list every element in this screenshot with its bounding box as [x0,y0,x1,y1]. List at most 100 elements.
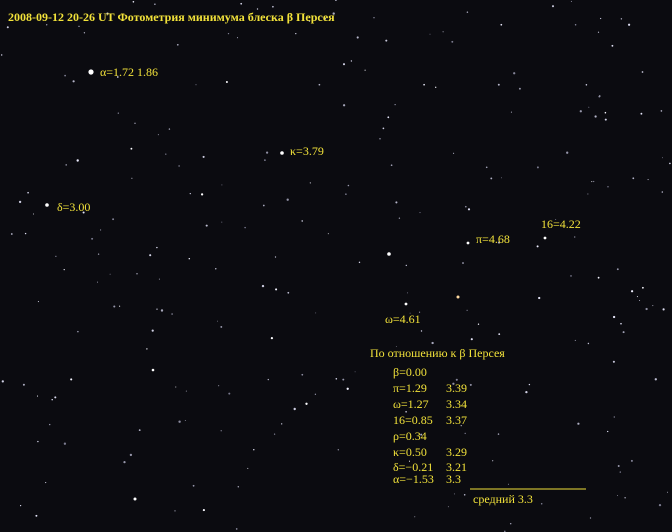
row-value: 3.34 [446,397,467,411]
star [64,269,65,270]
star [113,305,115,307]
star [228,33,229,34]
star [498,433,499,434]
star [263,205,265,207]
star [348,185,350,187]
star [465,206,467,208]
star [131,178,132,179]
star [20,505,21,506]
star [373,17,374,18]
star [88,69,93,74]
star [215,268,216,269]
star [221,184,222,185]
star [64,443,66,445]
star [464,494,466,496]
star [667,492,668,493]
star [577,423,579,425]
row-label: κ=0.50 [393,445,427,459]
star [552,5,554,7]
star [336,378,338,380]
star [46,24,47,25]
star-label: π=4.68 [476,232,510,246]
star [640,113,642,115]
table-title: По отношению к β Персея [370,346,505,360]
star [315,394,316,395]
star [591,181,592,182]
star [112,218,114,220]
star [310,182,311,183]
star [203,156,205,158]
row-label: ρ=0.34 [393,429,427,443]
star [570,275,572,277]
star [221,430,222,431]
star [490,177,492,179]
star [623,331,625,333]
row-value: 3.37 [446,413,467,427]
star [45,203,49,207]
star [196,84,197,85]
star [379,138,381,140]
star [435,87,436,88]
star [77,331,79,333]
star [355,371,356,372]
star [613,361,615,363]
star [471,338,473,340]
star [580,110,582,112]
star-label: ω=4.61 [385,312,421,326]
star [51,399,52,400]
row-label: β=0.00 [393,365,427,379]
sky [0,0,672,532]
star [359,262,360,263]
star [525,391,527,393]
star [247,468,248,469]
star [27,192,29,194]
star [365,70,366,71]
star [73,80,75,82]
star [600,18,601,19]
star [498,333,500,335]
star [133,1,135,3]
star [605,112,607,114]
star [639,300,640,301]
star [190,193,191,194]
star-label: δ=3.00 [57,200,90,214]
star [607,186,608,187]
star [443,31,444,32]
star [662,157,663,158]
star [201,193,203,195]
star [614,416,615,417]
star [177,44,179,46]
star [421,330,422,331]
star [91,238,93,240]
star [220,326,222,328]
star [178,421,180,423]
star [351,60,352,61]
star [343,63,345,65]
star [301,220,302,221]
star [175,387,176,388]
star [268,379,269,380]
star [407,292,408,293]
star [11,233,13,235]
star [598,96,600,98]
star [628,24,630,26]
page: 2008-09-12 20-26 UT Фотометрия минимума … [0,0,672,532]
row-label: π=1.29 [393,381,427,395]
star [345,193,347,195]
star [661,110,663,112]
star [178,165,179,166]
star [228,393,230,395]
star [165,153,166,154]
star [637,296,638,297]
star [642,287,644,289]
star [492,460,493,461]
star [405,303,408,306]
star [266,151,268,153]
row-value: 3.29 [446,445,467,459]
star [620,471,621,472]
star [305,403,307,405]
star [226,81,228,83]
photo: 2008-09-12 20-26 UT Фотометрия минимума … [0,0,672,532]
star [287,199,289,201]
star [262,285,264,287]
